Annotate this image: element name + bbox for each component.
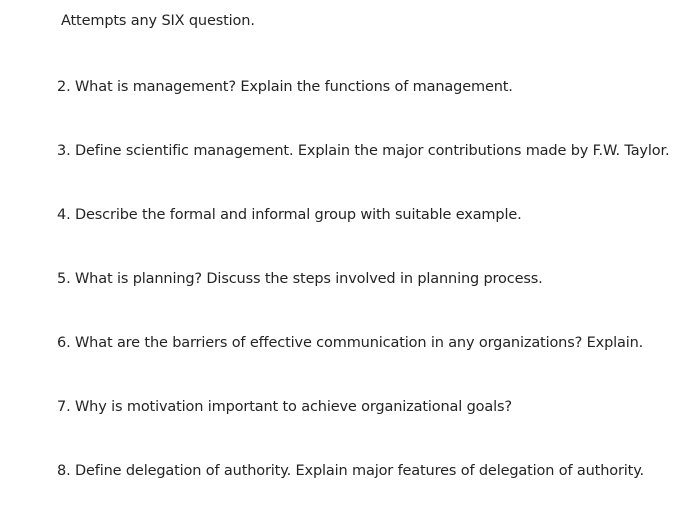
question-item: 7. Why is motivation important to achiev… xyxy=(57,399,512,415)
instruction-text: Attempts any SIX question. xyxy=(61,13,255,29)
question-item: 3. Define scientific management. Explain… xyxy=(57,143,670,159)
question-item: 6. What are the barriers of effective co… xyxy=(57,335,644,351)
question-item: 2. What is management? Explain the funct… xyxy=(57,79,513,95)
question-item: 8. Define delegation of authority. Expla… xyxy=(57,463,645,479)
question-item: 4. Describe the formal and informal grou… xyxy=(57,207,522,223)
question-item: 5. What is planning? Discuss the steps i… xyxy=(57,271,543,287)
